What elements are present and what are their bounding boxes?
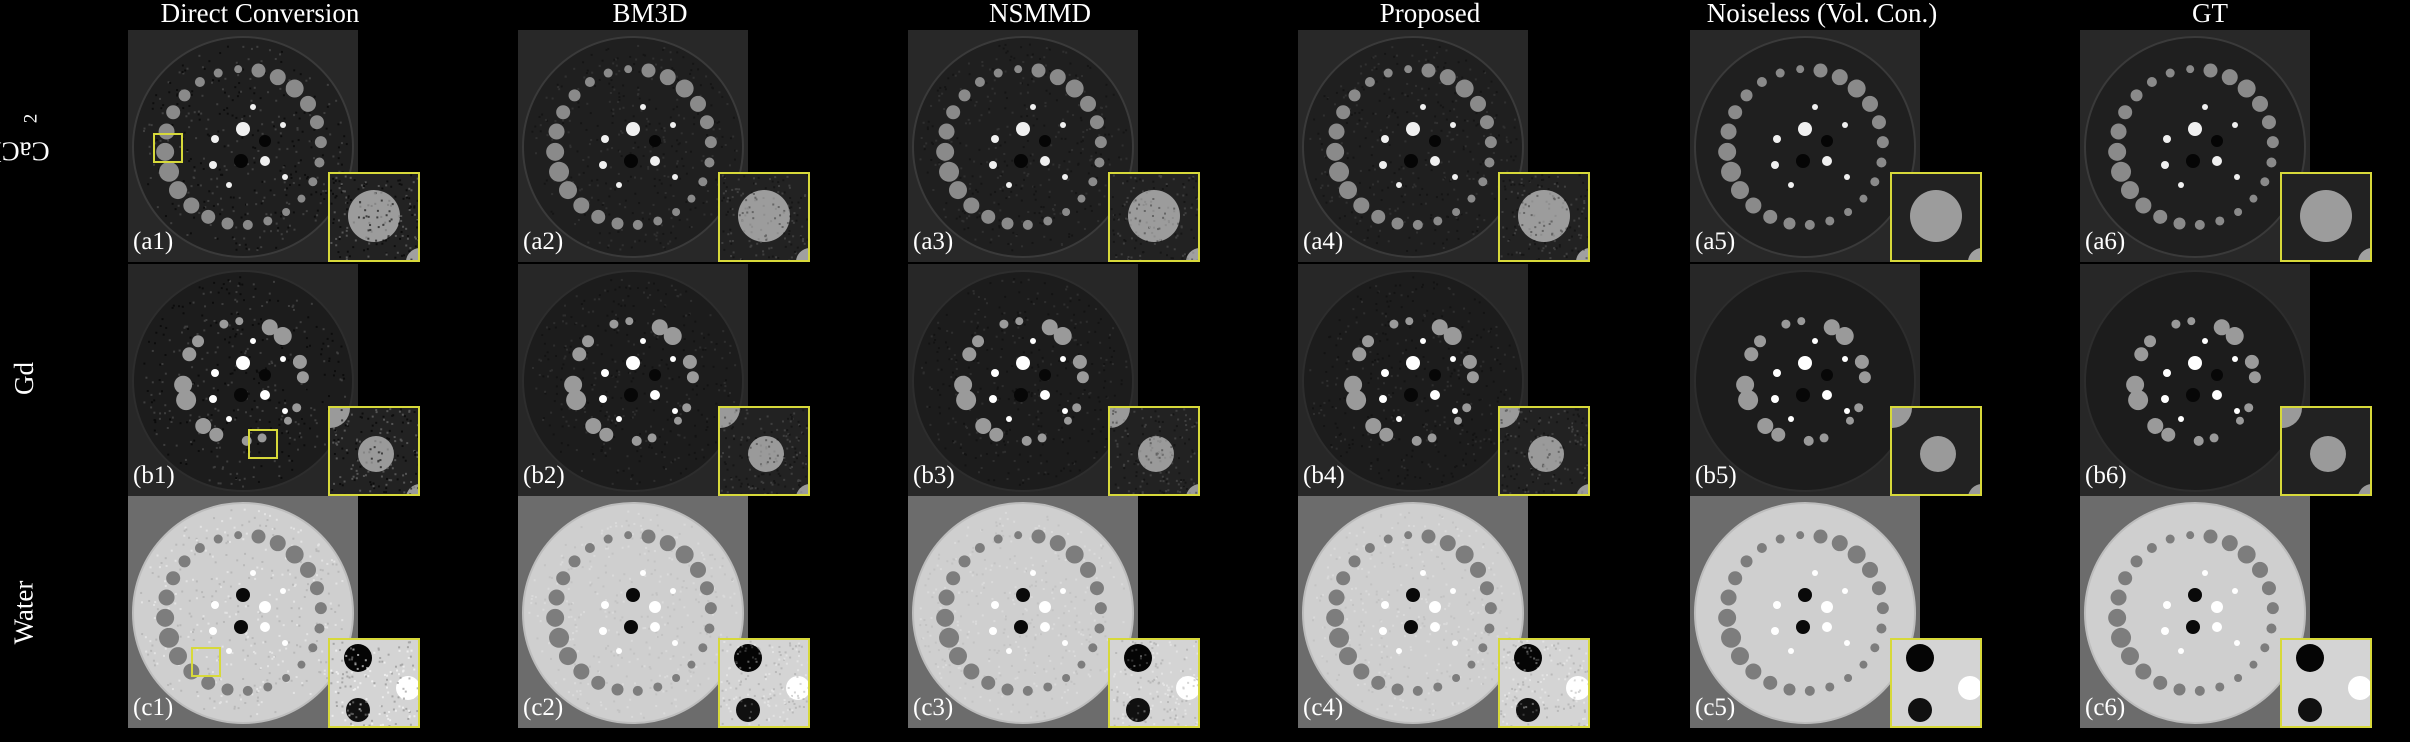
column-title-bm3d: BM3D <box>480 0 820 29</box>
panel-label: (b5) <box>1695 462 1737 490</box>
panel-c4: (c4) <box>1298 496 1658 728</box>
zoom-inset <box>1108 406 1200 496</box>
column-title-proposed: Proposed <box>1260 0 1600 29</box>
panel-label: (a5) <box>1695 228 1735 256</box>
panel-label: (a6) <box>2085 228 2125 256</box>
panel-b6: (b6) <box>2080 264 2410 496</box>
zoom-inset <box>2280 406 2372 496</box>
column-title-gt: GT <box>2040 0 2380 29</box>
zoom-inset <box>718 172 810 262</box>
zoom-inset <box>328 638 420 728</box>
zoom-inset <box>1890 406 1982 496</box>
zoom-inset <box>1108 638 1200 728</box>
row-title-water: Water <box>0 496 48 728</box>
panel-label: (a4) <box>1303 228 1343 256</box>
panel-label: (c1) <box>133 694 173 722</box>
panel-label: (b2) <box>523 462 565 490</box>
panel-b4: (b4) <box>1298 264 1658 496</box>
zoom-inset <box>328 172 420 262</box>
zoom-inset <box>1890 172 1982 262</box>
panel-label: (a3) <box>913 228 953 256</box>
panel-a5: (a5) <box>1690 30 2050 262</box>
panel-label: (c6) <box>2085 694 2125 722</box>
panel-label: (b4) <box>1303 462 1345 490</box>
zoom-inset <box>1498 172 1590 262</box>
column-title-nsmmd: NSMMD <box>870 0 1210 29</box>
column-title-noiseless: Noiseless (Vol. Con.) <box>1652 0 1992 29</box>
panel-a6: (a6) <box>2080 30 2410 262</box>
zoom-inset <box>2280 172 2372 262</box>
panel-c2: (c2) <box>518 496 878 728</box>
panel-label: (c2) <box>523 694 563 722</box>
zoom-inset <box>718 638 810 728</box>
panel-a3: (a3) <box>908 30 1268 262</box>
column-title-direct-conversion: Direct Conversion <box>90 0 430 29</box>
zoom-inset <box>2280 638 2372 728</box>
panel-label: (c4) <box>1303 694 1343 722</box>
panel-label: (b6) <box>2085 462 2127 490</box>
panel-a2: (a2) <box>518 30 878 262</box>
panel-c1: (c1) <box>128 496 488 728</box>
zoom-inset <box>1498 638 1590 728</box>
panel-label: (a1) <box>133 228 173 256</box>
panel-b3: (b3) <box>908 264 1268 496</box>
panel-label: (b3) <box>913 462 955 490</box>
zoom-inset <box>328 406 420 496</box>
panel-a4: (a4) <box>1298 30 1658 262</box>
panel-c3: (c3) <box>908 496 1268 728</box>
panel-c6: (c6) <box>2080 496 2410 728</box>
panel-b1: (b1) <box>128 264 488 496</box>
panel-label: (a2) <box>523 228 563 256</box>
panel-a1: (a1) <box>128 30 488 262</box>
zoom-inset <box>718 406 810 496</box>
row-title-cacl2: CaCl2 <box>0 30 48 262</box>
panel-label: (c5) <box>1695 694 1735 722</box>
panel-c5: (c5) <box>1690 496 2050 728</box>
row-title-gd: Gd <box>0 262 48 494</box>
panel-b5: (b5) <box>1690 264 2050 496</box>
zoom-inset <box>1890 638 1982 728</box>
panel-label: (c3) <box>913 694 953 722</box>
zoom-inset <box>1108 172 1200 262</box>
zoom-inset <box>1498 406 1590 496</box>
panel-label: (b1) <box>133 462 175 490</box>
panel-b2: (b2) <box>518 264 878 496</box>
